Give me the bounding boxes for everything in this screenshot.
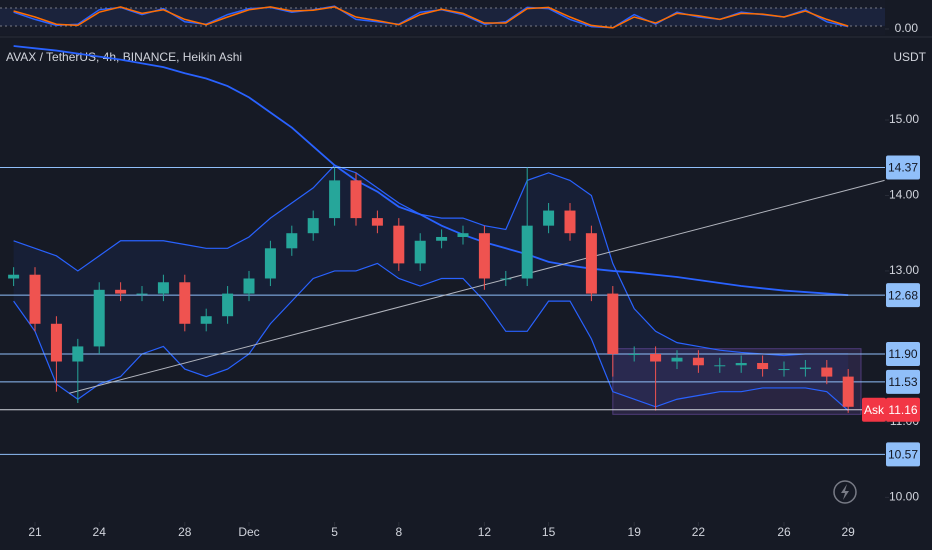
candle-body bbox=[8, 274, 20, 279]
x-tick-label: 15 bbox=[542, 525, 556, 539]
level-label: 11.53 bbox=[888, 375, 917, 389]
candle-body bbox=[650, 353, 662, 362]
candle-body bbox=[29, 274, 41, 324]
oscillator-band bbox=[0, 8, 885, 26]
level-label: 12.68 bbox=[888, 288, 918, 302]
ask-label: Ask bbox=[864, 403, 885, 417]
overlay-line bbox=[13, 45, 849, 296]
y-tick-label: 13.00 bbox=[889, 263, 919, 277]
candle-body bbox=[585, 233, 597, 294]
candle-body bbox=[264, 248, 276, 279]
chart-title: AVAX / TetherUS, 4h, BINANCE, Heikin Ash… bbox=[6, 50, 242, 64]
level-tag bbox=[886, 341, 920, 366]
x-tick-label: 19 bbox=[628, 525, 642, 539]
candle-body bbox=[136, 293, 148, 295]
candle-body bbox=[329, 180, 341, 219]
candle-body bbox=[628, 353, 640, 355]
candle-body bbox=[115, 289, 127, 294]
candle-body bbox=[543, 210, 555, 226]
candle-body bbox=[521, 225, 533, 279]
level-tag bbox=[886, 369, 920, 394]
trendline bbox=[69, 179, 885, 394]
level-label: 10.57 bbox=[888, 448, 918, 462]
last-price-tag bbox=[886, 397, 920, 422]
x-tick-label: 22 bbox=[692, 525, 706, 539]
candle-body bbox=[692, 357, 704, 366]
x-tick-label: 29 bbox=[842, 525, 856, 539]
alert-icon[interactable] bbox=[833, 480, 857, 504]
candle-body bbox=[821, 367, 833, 377]
y-tick-label: 10.00 bbox=[889, 490, 919, 504]
overlay-line bbox=[13, 164, 849, 357]
candle-body bbox=[307, 218, 319, 234]
x-tick-label: 8 bbox=[395, 525, 402, 539]
candle-body bbox=[607, 293, 619, 354]
level-tag bbox=[886, 442, 920, 467]
oscillator-line bbox=[13, 6, 849, 29]
candle-body bbox=[157, 282, 169, 294]
candle-body bbox=[179, 282, 191, 324]
candle-body bbox=[714, 365, 726, 367]
candle-body bbox=[93, 289, 105, 347]
candle-body bbox=[222, 293, 234, 317]
last-price-label: 11.16 bbox=[888, 403, 917, 417]
y-tick-label: 14.00 bbox=[889, 188, 919, 202]
y-tick-label: 15.00 bbox=[889, 112, 919, 126]
candle-body bbox=[50, 323, 62, 362]
overlay-line bbox=[13, 262, 849, 412]
candle-body bbox=[457, 233, 469, 237]
unit-label: USDT bbox=[893, 50, 926, 64]
candle-body bbox=[799, 367, 811, 370]
candle-body bbox=[371, 218, 383, 226]
x-tick-label: 24 bbox=[93, 525, 107, 539]
candle-body bbox=[243, 278, 255, 294]
candle-body bbox=[414, 240, 426, 264]
band-fill bbox=[13, 165, 849, 411]
level-tag bbox=[886, 283, 920, 308]
candle-body bbox=[564, 210, 576, 234]
candle-body bbox=[735, 363, 747, 366]
x-tick-label: 21 bbox=[28, 525, 42, 539]
oscillator-tick-label: 0.00 bbox=[895, 21, 919, 35]
candle-body bbox=[393, 225, 405, 264]
candle-body bbox=[436, 236, 448, 241]
x-tick-label: 28 bbox=[178, 525, 192, 539]
x-tick-label: Dec bbox=[238, 525, 259, 539]
ask-tag bbox=[862, 397, 886, 422]
candle-body bbox=[200, 316, 212, 324]
candle-body bbox=[778, 369, 790, 371]
candle-body bbox=[286, 233, 298, 249]
x-tick-label: 26 bbox=[777, 525, 791, 539]
candle-body bbox=[350, 180, 362, 219]
level-label: 14.37 bbox=[888, 161, 918, 175]
candle-body bbox=[842, 376, 854, 407]
candle-body bbox=[671, 357, 683, 362]
candle-body bbox=[72, 346, 84, 362]
level-label: 11.90 bbox=[888, 347, 917, 361]
x-tick-label: 12 bbox=[478, 525, 492, 539]
candle-body bbox=[478, 233, 490, 279]
x-tick-label: 5 bbox=[331, 525, 338, 539]
level-tag bbox=[886, 155, 920, 180]
candle-body bbox=[500, 278, 512, 280]
candle-body bbox=[757, 363, 769, 370]
